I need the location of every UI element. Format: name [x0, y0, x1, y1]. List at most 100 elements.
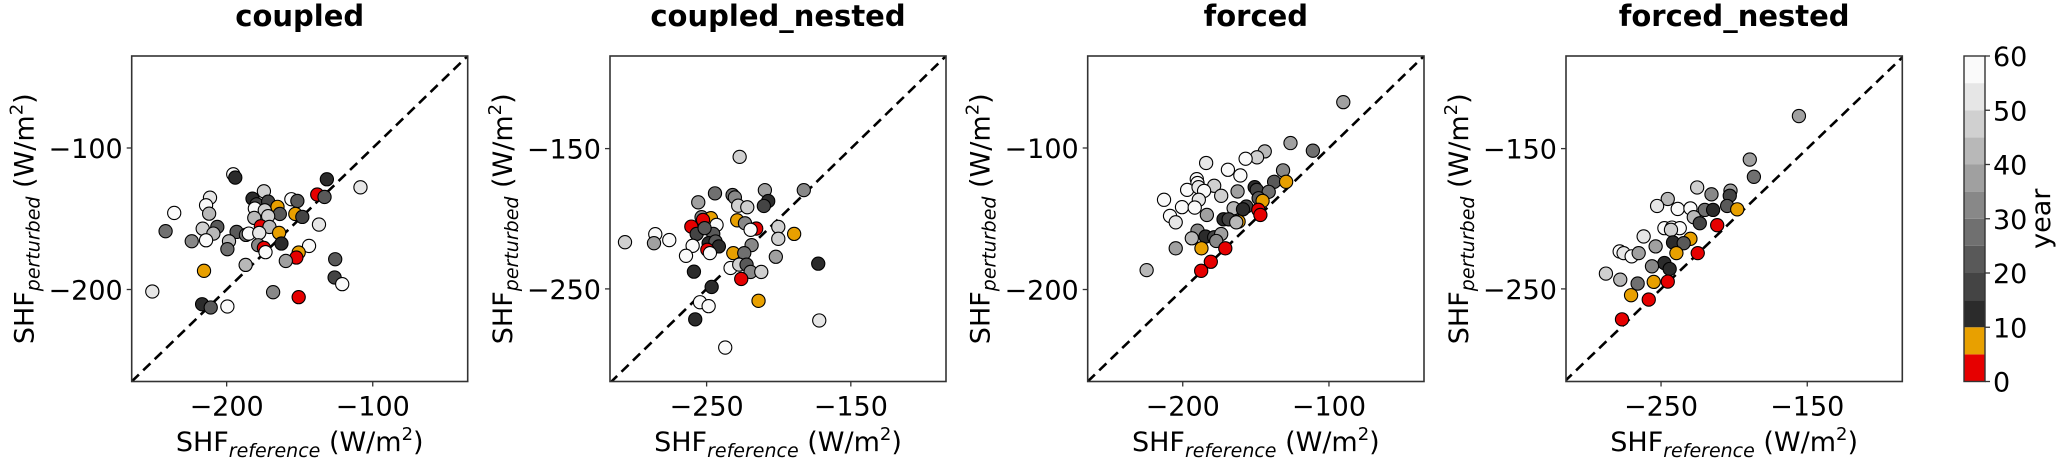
y-axis-label: SHFperturbed (W/m2) — [485, 93, 523, 344]
x-label-close: ) — [1847, 427, 1858, 458]
colorbar-bin — [1964, 354, 1985, 382]
axes-frame — [130, 55, 469, 383]
y-label-subscript: perturbed — [1457, 196, 1479, 293]
data-point — [1623, 288, 1639, 303]
data-point — [220, 242, 235, 257]
data-point — [1194, 263, 1209, 278]
data-point — [707, 186, 723, 201]
data-point — [787, 226, 802, 242]
x-axis-label: SHFreference (W/m2) — [1610, 424, 1858, 458]
data-point — [704, 279, 719, 295]
data-point — [1704, 187, 1719, 202]
data-point — [1168, 215, 1183, 230]
plot-area — [1087, 56, 1424, 382]
x-axis-label: SHFreference (W/m2) — [1132, 424, 1380, 458]
y-label-close: ) — [10, 93, 41, 104]
y-label-superscript: 2 — [485, 104, 506, 115]
data-point — [1692, 216, 1707, 231]
data-point — [811, 256, 826, 271]
x-tick-label: −200 — [1146, 392, 1220, 423]
x-label-close: ) — [891, 427, 902, 458]
x-label-subscript: reference — [1185, 440, 1277, 458]
data-point — [1218, 241, 1233, 256]
data-point — [1139, 262, 1154, 278]
data-point — [278, 253, 293, 269]
y-tick-label: −100 — [49, 134, 123, 165]
data-point — [1690, 245, 1705, 261]
y-axis-label: SHFperturbed (W/m2) — [7, 93, 45, 344]
data-point — [1238, 151, 1253, 166]
data-point — [301, 238, 317, 254]
data-point — [1630, 276, 1645, 291]
data-point — [1660, 274, 1675, 289]
colorbar: 0 10 20 30 40 50 60 year — [1963, 42, 2057, 399]
data-point — [184, 234, 199, 249]
y-axis-label: SHFperturbed (W/m2) — [1441, 93, 1479, 344]
data-point — [743, 222, 758, 237]
data-point — [740, 200, 755, 215]
data-point — [252, 225, 267, 241]
data-point — [167, 205, 182, 221]
data-point — [1742, 152, 1757, 167]
data-point — [771, 219, 786, 235]
data-point — [697, 221, 712, 236]
data-point — [1278, 174, 1294, 189]
data-point — [686, 264, 702, 279]
one-to-one-line — [1566, 56, 1903, 382]
x-label-main: SHF — [1132, 427, 1185, 458]
data-point — [688, 312, 703, 327]
data-point — [228, 170, 243, 185]
data-point — [1662, 261, 1677, 277]
panel-title: coupled_nested — [650, 0, 905, 33]
data-point — [1598, 266, 1614, 281]
data-point — [1660, 191, 1675, 207]
y-label-subscript: perturbed — [23, 196, 45, 293]
panel-coupled-nested: coupled_nested−250 −150−150−250SHFreferen… — [485, 0, 947, 458]
data-point — [220, 299, 235, 314]
data-point — [1156, 192, 1172, 207]
data-point — [290, 193, 305, 209]
data-point — [272, 206, 287, 222]
data-point — [201, 206, 217, 221]
y-tick-label: −150 — [1483, 135, 1557, 166]
colorbar-tick-label: 50 — [1993, 96, 2027, 127]
data-point — [646, 236, 662, 251]
y-label-main: SHF — [10, 291, 41, 344]
x-label-subscript: reference — [707, 440, 799, 458]
data-point — [1203, 254, 1218, 269]
data-point — [1214, 188, 1229, 203]
data-point — [1614, 312, 1630, 327]
y-label-unit: (W/m — [10, 115, 41, 196]
y-label-subscript: perturbed — [501, 196, 523, 293]
x-label-superscript: 2 — [1836, 424, 1847, 445]
axes-frame — [1565, 55, 1904, 383]
data-point — [1233, 168, 1248, 183]
colorbar-bin — [1964, 191, 1985, 219]
x-tick-label: −150 — [1770, 392, 1844, 423]
data-point — [617, 235, 633, 250]
data-point — [274, 236, 289, 251]
colorbar-tick-label: 60 — [1993, 42, 2027, 73]
y-label-unit: (W/m — [488, 115, 519, 196]
data-point — [319, 172, 335, 187]
colorbar-bin — [1964, 245, 1985, 273]
x-label-unit: (W/m — [1277, 427, 1358, 458]
y-label-superscript: 2 — [7, 104, 28, 115]
data-point — [1648, 239, 1663, 254]
y-label-main: SHF — [966, 291, 997, 344]
data-point — [751, 293, 766, 308]
panel-title: forced — [1204, 0, 1308, 33]
data-point — [311, 217, 327, 232]
x-tick-label: −150 — [814, 392, 888, 423]
panel-forced-nested: forced_nested−250 −150−150−250SHFreferenc… — [1441, 0, 1904, 458]
colorbar-bin — [1964, 110, 1985, 138]
data-point — [328, 252, 343, 267]
y-label-main: SHF — [1444, 291, 1475, 344]
data-point — [1184, 231, 1199, 246]
data-point — [1669, 245, 1684, 261]
y-axis-label: SHFperturbed (W/m2) — [963, 93, 1001, 344]
x-label-main: SHF — [176, 427, 229, 458]
x-label-main: SHF — [1610, 427, 1663, 458]
